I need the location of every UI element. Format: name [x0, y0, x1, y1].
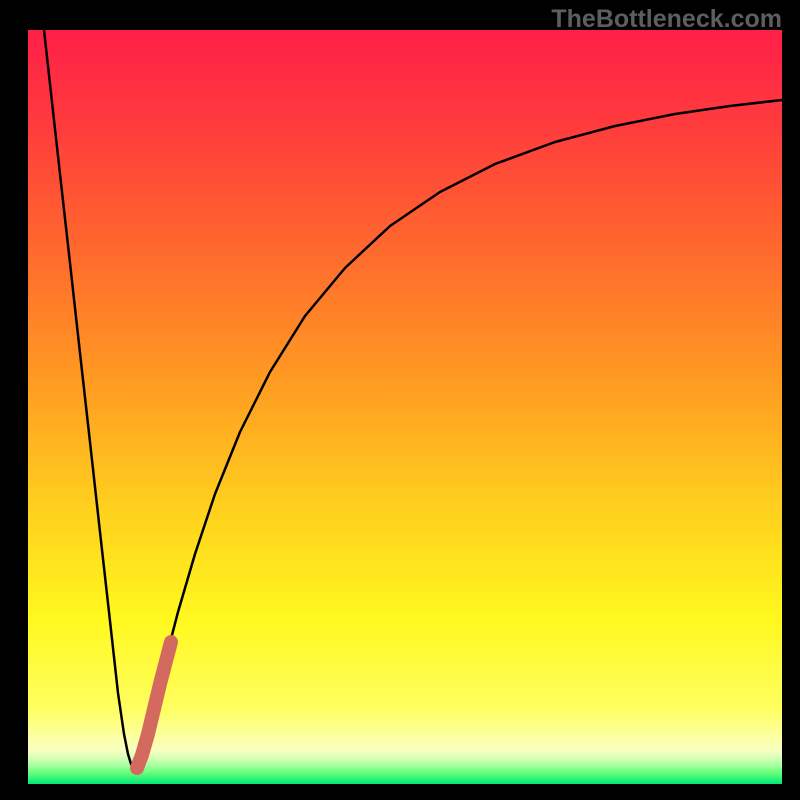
curve-layer — [0, 0, 800, 800]
chart-container: TheBottleneck.com — [0, 0, 800, 800]
attribution-text: TheBottleneck.com — [551, 5, 782, 34]
highlight-segment-path — [137, 642, 171, 768]
main-curve-path — [44, 30, 782, 770]
